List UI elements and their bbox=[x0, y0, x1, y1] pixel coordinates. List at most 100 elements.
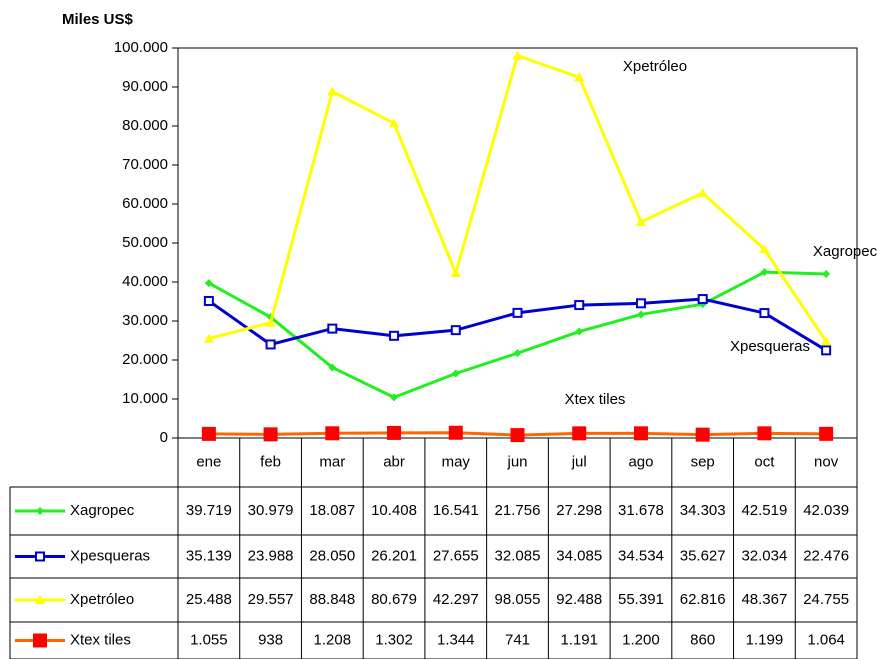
table-value: 1.064 bbox=[807, 631, 845, 648]
table-value: 938 bbox=[258, 631, 283, 648]
x-tick-label: jul bbox=[571, 453, 587, 470]
y-tick-label: 80.000 bbox=[122, 117, 168, 134]
annotation: Xagropec bbox=[813, 243, 878, 260]
legend-label: Xagropec bbox=[70, 502, 135, 519]
table-value: 23.988 bbox=[248, 547, 294, 564]
marker bbox=[36, 507, 44, 515]
marker bbox=[760, 268, 769, 277]
marker bbox=[204, 279, 213, 288]
table-value: 35.139 bbox=[186, 547, 232, 564]
marker bbox=[450, 268, 461, 278]
table-value: 22.476 bbox=[803, 547, 849, 564]
y-tick-label: 0 bbox=[160, 429, 168, 446]
table-value: 34.085 bbox=[556, 547, 602, 564]
y-tick-label: 100.000 bbox=[114, 39, 168, 56]
legend-label: Xpetróleo bbox=[70, 591, 134, 608]
x-tick-label: ene bbox=[196, 453, 221, 470]
marker bbox=[572, 426, 587, 441]
marker bbox=[265, 339, 276, 350]
marker bbox=[33, 633, 47, 648]
y-tick-label: 40.000 bbox=[122, 273, 168, 290]
marker bbox=[263, 427, 278, 442]
table-value: 42.297 bbox=[433, 591, 479, 608]
marker bbox=[265, 317, 276, 327]
table-value: 1.055 bbox=[190, 631, 228, 648]
annotation: Xpesqueras bbox=[730, 338, 810, 355]
marker bbox=[821, 336, 832, 346]
table-value: 25.488 bbox=[186, 591, 232, 608]
marker bbox=[635, 298, 646, 309]
marker bbox=[819, 426, 834, 441]
marker bbox=[821, 345, 832, 356]
table-value: 34.534 bbox=[618, 547, 664, 564]
table-value: 35.627 bbox=[680, 547, 726, 564]
marker bbox=[633, 426, 648, 441]
marker bbox=[695, 427, 710, 442]
marker bbox=[574, 72, 585, 82]
marker bbox=[450, 325, 461, 336]
marker bbox=[327, 323, 338, 334]
marker bbox=[575, 327, 584, 336]
marker bbox=[636, 310, 645, 319]
table-value: 92.488 bbox=[556, 591, 602, 608]
annotation: Xpetróleo bbox=[623, 58, 687, 75]
x-tick-label: nov bbox=[814, 453, 839, 470]
x-tick-label: abr bbox=[383, 453, 405, 470]
marker bbox=[822, 270, 831, 279]
y-tick-label: 90.000 bbox=[122, 78, 168, 95]
legend-label: Xtex tiles bbox=[70, 631, 131, 648]
x-tick-label: oct bbox=[754, 453, 775, 470]
table-value: 27.655 bbox=[433, 547, 479, 564]
marker bbox=[759, 308, 770, 319]
marker bbox=[387, 425, 402, 440]
marker bbox=[35, 595, 45, 604]
plot-area bbox=[177, 47, 858, 439]
marker bbox=[635, 216, 646, 226]
table-value: 10.408 bbox=[371, 502, 417, 519]
table-value: 1.191 bbox=[560, 631, 598, 648]
table-value: 42.519 bbox=[741, 502, 787, 519]
table-value: 48.367 bbox=[741, 591, 787, 608]
y-tick-label: 10.000 bbox=[122, 390, 168, 407]
table-value: 26.201 bbox=[371, 547, 417, 564]
table-value: 32.034 bbox=[741, 547, 787, 564]
marker bbox=[512, 50, 523, 60]
x-tick-label: sep bbox=[691, 453, 715, 470]
marker bbox=[697, 294, 708, 305]
x-tick-label: may bbox=[442, 453, 471, 470]
table-value: 39.719 bbox=[186, 502, 232, 519]
y-tick-label: 60.000 bbox=[122, 195, 168, 212]
table-value: 32.085 bbox=[495, 547, 541, 564]
y-tick-label: 20.000 bbox=[122, 351, 168, 368]
marker bbox=[203, 333, 214, 343]
table-value: 860 bbox=[690, 631, 715, 648]
y-tick-label: 50.000 bbox=[122, 234, 168, 251]
annotation: Xtex tiles bbox=[565, 391, 626, 408]
marker bbox=[451, 369, 460, 378]
marker bbox=[448, 425, 463, 440]
table-value: 30.979 bbox=[248, 502, 294, 519]
table-value: 29.557 bbox=[248, 591, 294, 608]
series-line bbox=[208, 270, 827, 400]
x-tick-label: mar bbox=[319, 453, 345, 470]
y-axis-label: Miles US$ bbox=[62, 11, 134, 28]
marker bbox=[759, 244, 770, 254]
marker bbox=[328, 363, 337, 372]
marker bbox=[201, 426, 216, 441]
y-tick-label: 70.000 bbox=[122, 156, 168, 173]
table-value: 98.055 bbox=[495, 591, 541, 608]
table-value: 31.678 bbox=[618, 502, 664, 519]
table-value: 1.302 bbox=[375, 631, 413, 648]
table-value: 1.200 bbox=[622, 631, 660, 648]
table-value: 28.050 bbox=[309, 547, 355, 564]
x-tick-label: ago bbox=[628, 453, 653, 470]
y-tick-label: 30.000 bbox=[122, 312, 168, 329]
table-value: 741 bbox=[505, 631, 530, 648]
table-value: 21.756 bbox=[495, 502, 541, 519]
table-value: 80.679 bbox=[371, 591, 417, 608]
table-value: 16.541 bbox=[433, 502, 479, 519]
table-value: 24.755 bbox=[803, 591, 849, 608]
table-value: 18.087 bbox=[309, 502, 355, 519]
